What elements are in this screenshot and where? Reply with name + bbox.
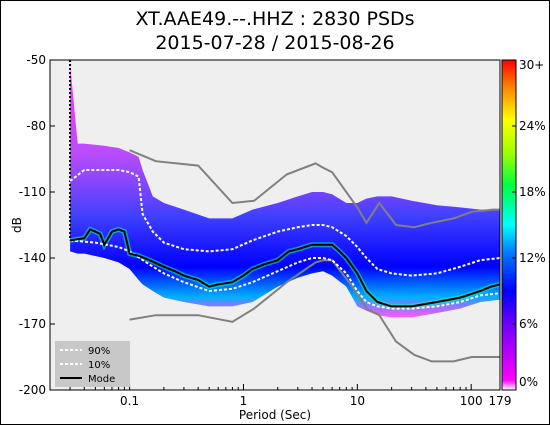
plot-border — [49, 59, 501, 391]
y-tick-label: -140 — [19, 251, 46, 265]
axes-layer: -50 -80 -110 -140 -170 -200 0.1 1 10 100 179 — [19, 53, 512, 408]
x-tick-label: 0.1 — [120, 394, 139, 408]
y-tick-label: -200 — [19, 383, 46, 397]
colorbar-tick-label: 18% — [519, 185, 546, 199]
series-10pct — [70, 239, 500, 310]
colorbar-tick-label: 30+ — [519, 58, 544, 72]
legend: 90% 10% Mode — [55, 341, 130, 387]
chart-subtitle: 2015-07-28 / 2015-08-26 — [155, 32, 394, 54]
y-tick-label: -50 — [26, 53, 46, 67]
colorbar-tick-label: 12% — [519, 251, 546, 265]
y-tick-label: -80 — [26, 119, 46, 133]
noise-model-nhnm — [129, 149, 500, 229]
colorbar-ticks: 0% 6% 12% 18% 24% 30+ — [512, 58, 546, 391]
noise-model-nlnm — [129, 259, 500, 363]
x-tick-label: 100 — [460, 394, 483, 408]
y-tick-label: -110 — [19, 185, 46, 199]
psd-density-band — [70, 64, 500, 318]
x-tick-label: 10 — [350, 394, 365, 408]
colorbar — [501, 59, 517, 391]
chart-title: XT.AAE49.--.HHZ : 2830 PSDs — [135, 8, 414, 30]
legend-label-10: 10% — [88, 360, 110, 371]
legend-label-mode: Mode — [88, 374, 115, 385]
legend-label-90: 90% — [88, 346, 110, 357]
plot-layer — [69, 60, 500, 363]
x-tick-label: 1 — [240, 394, 248, 408]
series-90pct — [69, 169, 500, 277]
colorbar-tick-label: 24% — [519, 119, 546, 133]
colorbar-tick-label: 0% — [519, 375, 538, 389]
y-tick-label: -170 — [19, 317, 46, 331]
series-mode — [69, 228, 500, 308]
y-axis-label: dB — [10, 217, 24, 233]
x-axis-label: Period (Sec) — [239, 408, 311, 422]
x-tick-label: 179 — [489, 394, 512, 408]
colorbar-tick-label: 6% — [519, 317, 538, 331]
